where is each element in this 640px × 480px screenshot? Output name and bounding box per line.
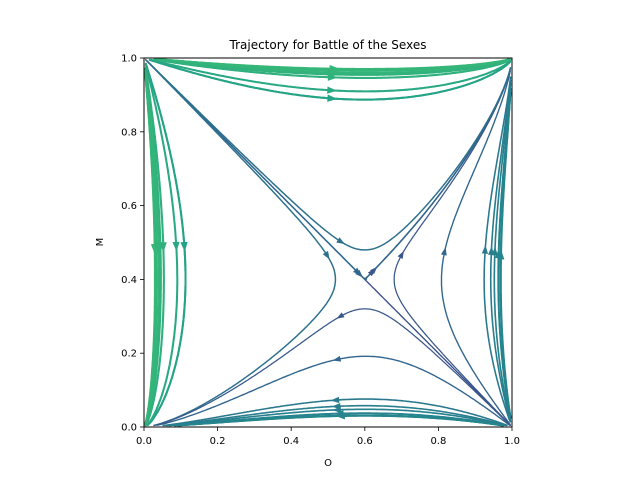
streamline-arrow — [180, 241, 188, 252]
streamline-arrow — [481, 245, 489, 254]
y-axis-label: M — [95, 238, 106, 247]
streamline-arrow — [355, 269, 363, 278]
axes-frame — [143, 57, 513, 428]
x-tick-label: 1.0 — [504, 436, 520, 447]
y-tick-label: 1.0 — [121, 54, 137, 65]
streamline-arrow — [397, 250, 404, 260]
chart-title: Trajectory for Battle of the Sexes — [229, 38, 427, 52]
streamline-arrow — [322, 250, 330, 260]
y-tick-label: 0.0 — [121, 423, 137, 434]
plot-area — [143, 57, 513, 428]
streamline-arrow — [440, 247, 447, 256]
x-tick-label: 0.2 — [210, 436, 226, 447]
streamline-arrow — [334, 410, 344, 417]
y-tick-label: 0.6 — [121, 201, 137, 212]
streamline-arrow — [336, 237, 345, 245]
streamline-arrow — [330, 396, 340, 404]
y-tick-label: 0.8 — [121, 127, 137, 138]
x-tick-label: 0.6 — [357, 436, 373, 447]
x-tick-label: 0.4 — [283, 436, 299, 447]
x-axis-label: O — [324, 458, 332, 469]
streamline-arrow — [495, 249, 502, 258]
x-axis-ticks: 0.0 0.2 0.4 0.6 0.8 1.0 — [136, 427, 520, 447]
streamline-arrow — [154, 243, 163, 254]
streamline-arrow — [159, 242, 167, 253]
streamline-arrow — [329, 66, 340, 75]
y-tick-label: 0.2 — [121, 349, 137, 360]
streamline-arrow — [331, 402, 341, 410]
y-axis-ticks: 0.0 0.2 0.4 0.6 0.8 1.0 — [121, 54, 144, 434]
streamline-arrow — [491, 246, 498, 256]
streamline-arrow — [336, 312, 345, 319]
x-tick-label: 0.8 — [430, 436, 446, 447]
streamline-arrow — [327, 94, 338, 102]
streamline-arrow — [172, 241, 180, 252]
x-tick-label: 0.0 — [136, 436, 152, 447]
streamline-arrow — [327, 86, 337, 94]
y-tick-label: 0.4 — [121, 275, 137, 286]
streamlines — [144, 58, 512, 427]
streamline-arrow — [332, 355, 342, 362]
streamline-arrow — [327, 70, 338, 78]
